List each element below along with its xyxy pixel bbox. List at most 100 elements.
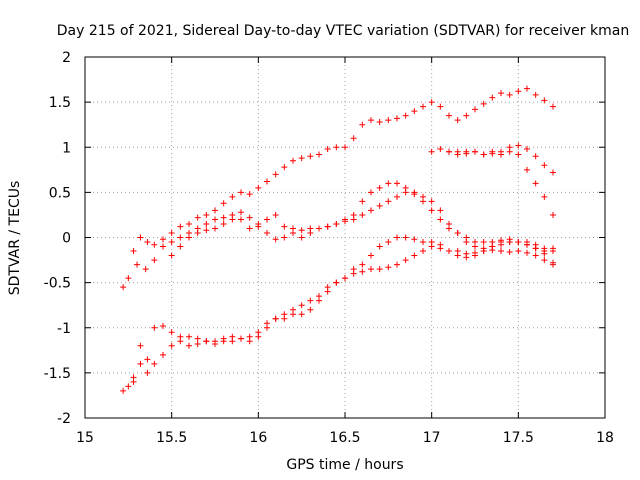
data-point	[506, 248, 513, 255]
data-point	[532, 153, 539, 160]
data-point	[194, 229, 201, 236]
data-point	[498, 151, 504, 158]
data-point	[402, 257, 409, 264]
data-point	[186, 234, 192, 241]
data-point	[272, 236, 279, 243]
data-markers	[120, 85, 556, 394]
data-point	[489, 243, 496, 250]
data-point	[333, 279, 340, 286]
data-point	[324, 284, 331, 291]
y-tick-label: 1.5	[49, 95, 71, 111]
data-point	[350, 135, 357, 142]
data-point	[550, 261, 556, 268]
data-point	[411, 252, 418, 259]
data-point	[203, 211, 210, 218]
data-point	[177, 243, 184, 250]
data-point	[411, 236, 418, 243]
data-point	[212, 216, 218, 223]
data-point	[428, 198, 435, 205]
data-point	[420, 239, 426, 246]
data-point	[168, 239, 175, 246]
data-point	[137, 360, 144, 367]
data-point	[368, 117, 374, 124]
y-tick-label: -0.5	[44, 276, 71, 292]
data-point	[454, 117, 461, 124]
data-point	[144, 239, 151, 246]
data-point	[541, 97, 548, 104]
data-point	[446, 220, 452, 227]
data-point	[515, 142, 522, 149]
data-point	[454, 252, 461, 259]
data-point	[238, 189, 244, 196]
data-point	[130, 248, 137, 255]
y-tick-label: 0.5	[49, 185, 71, 201]
data-point	[194, 335, 201, 342]
data-point	[368, 189, 374, 196]
data-point	[550, 103, 556, 110]
data-point	[420, 248, 426, 255]
data-point	[515, 88, 522, 95]
data-point	[120, 284, 127, 291]
data-point	[220, 220, 227, 227]
data-point	[385, 264, 392, 271]
data-point	[463, 112, 470, 119]
data-point	[446, 148, 452, 155]
data-point	[454, 148, 461, 155]
data-point	[437, 207, 444, 214]
series-track-4	[428, 142, 556, 176]
data-point	[272, 211, 279, 218]
data-point	[550, 169, 556, 176]
data-point	[472, 148, 478, 155]
x-tick-label: 16	[249, 430, 267, 446]
data-point	[298, 155, 305, 162]
data-point	[359, 211, 366, 218]
y-tick-label: -2	[57, 411, 71, 427]
data-point	[246, 191, 253, 198]
data-point	[437, 216, 444, 223]
data-point	[498, 248, 504, 255]
data-point	[376, 202, 383, 209]
data-point	[446, 112, 452, 119]
y-tick-label: 0	[62, 231, 71, 247]
x-axis-label: GPS time / hours	[286, 457, 403, 473]
data-point	[368, 207, 374, 214]
data-point	[385, 198, 392, 205]
data-point	[342, 144, 348, 151]
data-point	[168, 229, 175, 236]
data-point	[212, 340, 218, 347]
data-point	[290, 306, 296, 313]
data-point	[394, 180, 400, 187]
data-point	[541, 162, 548, 169]
data-point	[428, 207, 435, 214]
data-point	[359, 268, 366, 275]
data-point	[307, 153, 314, 160]
data-point	[376, 266, 383, 273]
x-tick-label: 15.5	[156, 430, 187, 446]
data-point	[437, 103, 444, 110]
data-point	[238, 335, 244, 342]
data-point	[264, 229, 270, 236]
data-point	[151, 324, 158, 331]
data-point	[203, 338, 210, 345]
data-point	[177, 234, 184, 241]
data-point	[463, 239, 470, 246]
data-point	[186, 342, 192, 349]
data-point	[220, 338, 227, 345]
data-point	[524, 166, 530, 173]
data-point	[394, 193, 400, 200]
y-tick-label: 1	[62, 140, 71, 156]
data-point	[385, 117, 392, 124]
data-point	[137, 342, 144, 349]
axis-ticks	[84, 56, 606, 419]
data-point	[333, 220, 340, 227]
data-point	[264, 324, 270, 331]
data-point	[394, 234, 400, 241]
data-point	[316, 151, 322, 158]
data-point	[281, 311, 288, 318]
data-point	[359, 198, 366, 205]
data-point	[298, 302, 305, 309]
data-point	[385, 239, 392, 246]
series-track-5	[446, 148, 556, 218]
data-point	[316, 293, 322, 300]
data-point	[342, 275, 348, 282]
